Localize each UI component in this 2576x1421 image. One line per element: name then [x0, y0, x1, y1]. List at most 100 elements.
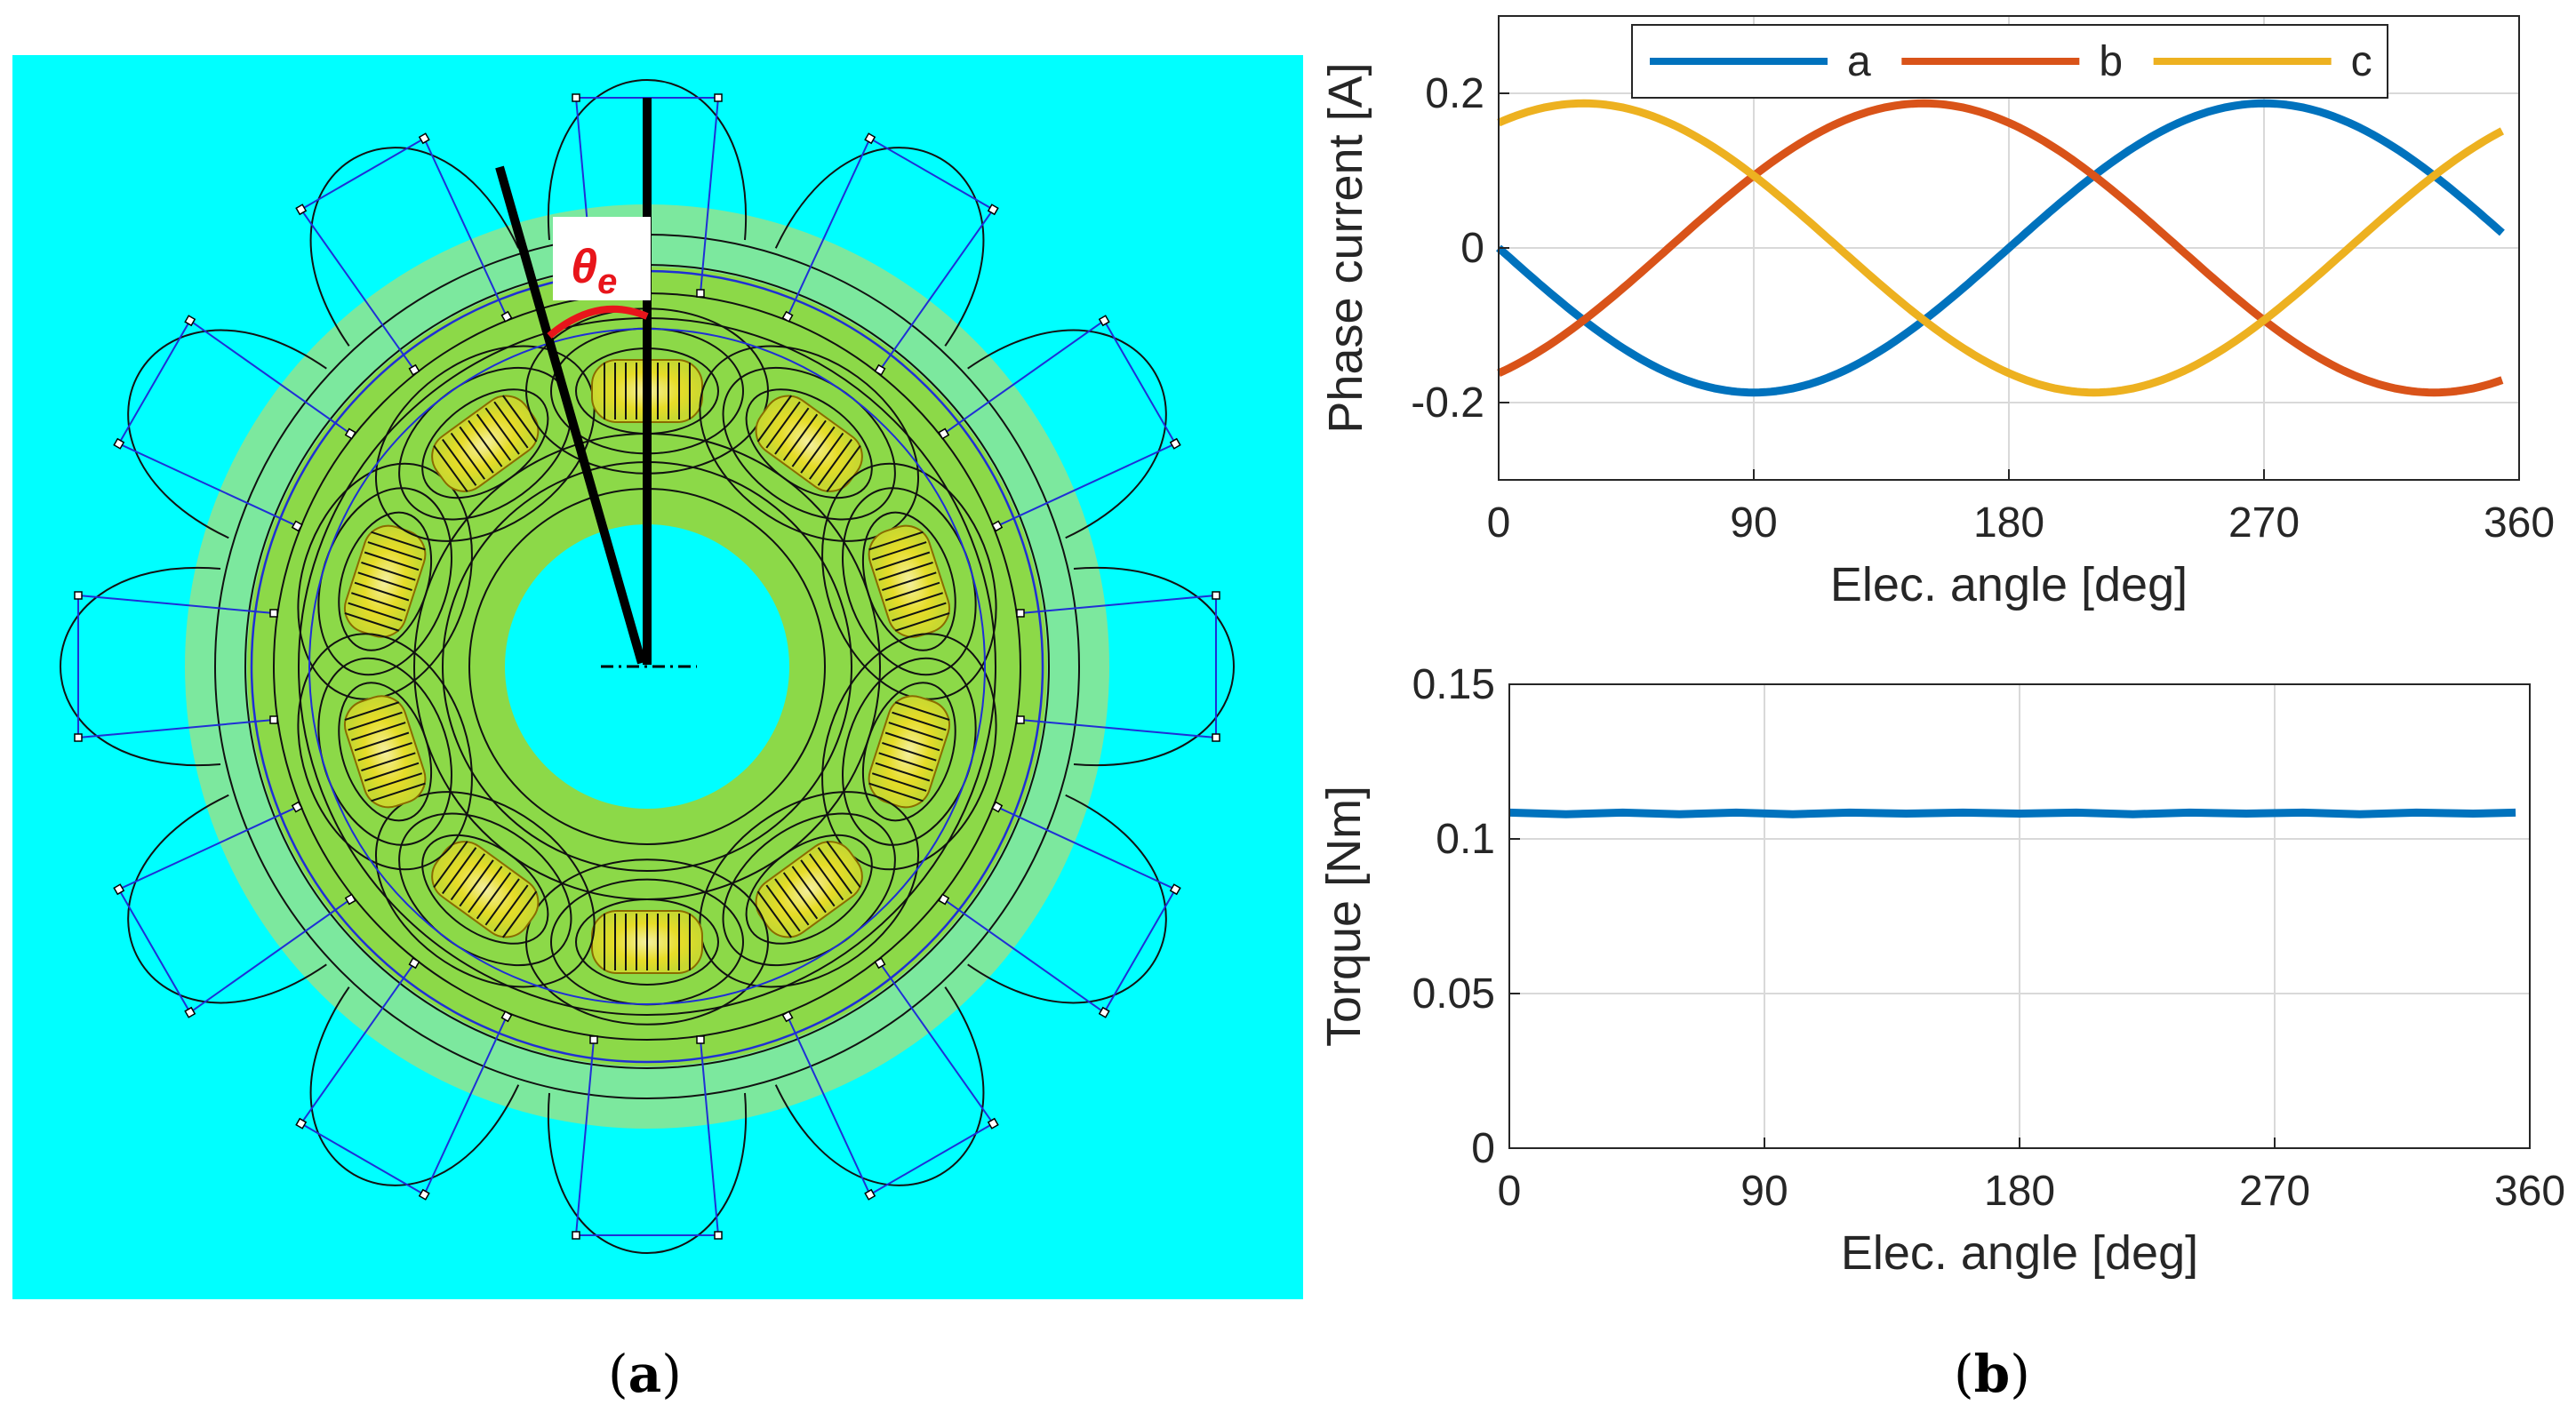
coil — [374, 791, 596, 988]
coil-flux-line — [782, 413, 819, 461]
mesh-node — [987, 1117, 999, 1130]
coil-flux-line — [791, 866, 827, 914]
mesh-node — [184, 1006, 196, 1018]
flux-lobe — [1073, 566, 1235, 767]
mesh-node — [418, 1188, 430, 1201]
coil-flux-line — [871, 772, 927, 792]
coil-flux-line — [502, 395, 538, 443]
mesh-node — [184, 315, 196, 327]
coil-flux-line — [364, 551, 420, 571]
mesh-node — [696, 289, 705, 298]
coil-flux-line — [817, 847, 852, 895]
flux-lobe — [967, 794, 1167, 1004]
coil-flux-line — [871, 541, 927, 561]
coil-flux-line — [476, 872, 512, 920]
coil-flux-line — [450, 853, 485, 901]
coil-flux-line — [442, 438, 477, 486]
mesh-node — [344, 427, 356, 440]
coil-flux-line — [361, 752, 416, 772]
mesh-node — [1016, 609, 1025, 618]
mesh-node — [500, 310, 513, 323]
coil — [297, 462, 473, 700]
mesh-node — [500, 1010, 513, 1023]
x-tick-label: 180 — [1984, 1168, 2055, 1215]
coil-flux-line — [351, 592, 406, 611]
mesh-node — [874, 957, 886, 970]
coil-flux-line — [774, 407, 810, 455]
mesh-node — [408, 957, 420, 970]
x-axis-label: Elec. angle [deg] — [1830, 558, 2188, 611]
mesh-node — [714, 1231, 723, 1240]
slot-mesh — [781, 132, 999, 376]
mesh-node — [1212, 733, 1220, 742]
slot-mesh — [295, 132, 513, 376]
coil — [374, 345, 596, 542]
coil-flux-line — [476, 413, 512, 461]
legend-label-a: a — [1847, 38, 1871, 85]
coil-flux-line — [357, 741, 412, 762]
flux-lobe — [774, 986, 985, 1186]
winding-mesh — [74, 93, 1220, 1240]
y-tick-label: -0.2 — [1411, 379, 1484, 427]
slot-mesh — [781, 957, 999, 1201]
coil-flux-line — [878, 561, 933, 581]
coil-flux-line — [348, 602, 403, 622]
mesh-line — [117, 806, 351, 1014]
coil-flux-line — [826, 841, 861, 889]
coil-flux-line — [868, 782, 924, 802]
mesh-node — [1212, 591, 1220, 600]
coil-flux-line — [357, 571, 412, 592]
mesh-node — [291, 520, 303, 532]
legend-label-c: c — [2351, 38, 2372, 85]
mesh-node — [113, 437, 125, 450]
mesh-line — [117, 319, 351, 527]
mesh-node — [938, 893, 950, 906]
mesh-node — [408, 363, 420, 376]
series-line-b — [1497, 99, 2504, 397]
slot-mesh — [938, 801, 1181, 1018]
angle-arc — [547, 305, 649, 339]
x-tick-label: 180 — [1973, 499, 2044, 547]
coil-flux-line — [433, 444, 468, 492]
x-axis-label: Elec. angle [deg] — [1841, 1226, 2198, 1280]
coil-flux-line — [809, 853, 844, 901]
coil-flux-line — [502, 890, 538, 938]
flux-lobe — [309, 986, 520, 1186]
coil-flux-line — [878, 752, 933, 772]
coil-flux-line — [344, 612, 400, 632]
mesh-node — [1098, 1006, 1110, 1018]
coil-flux-line — [809, 432, 844, 480]
mesh-node — [589, 1035, 598, 1044]
phase-current-chart: 0 90 180 270 360 -0.2 0 0.2 Elec. angle [deg] Pha… — [1319, 15, 2555, 611]
flux-lobe — [967, 329, 1167, 539]
coil-flux-line — [367, 772, 423, 792]
mesh-node — [874, 363, 886, 376]
x-tick-label: 90 — [1740, 1168, 1788, 1215]
mesh-line — [943, 806, 1177, 1014]
mesh-node — [1016, 715, 1025, 724]
angle-label: θe — [571, 240, 617, 301]
coil-flux-line — [493, 401, 529, 449]
coil-flux-line — [371, 531, 426, 551]
mesh-line — [943, 319, 1177, 527]
coil-flux-line — [442, 847, 477, 895]
coil-flux-line — [817, 438, 852, 486]
mesh-node — [113, 883, 125, 896]
coil-flux-line — [765, 401, 801, 449]
rotor-axis-line — [495, 165, 646, 665]
slot-mesh — [295, 957, 513, 1201]
mesh-node — [938, 427, 950, 440]
flux-lobe — [60, 566, 221, 767]
coil-flux-loop — [297, 633, 473, 871]
coil-flux-line — [756, 890, 792, 938]
series-line-torque — [1508, 808, 2516, 818]
flux-lobe — [547, 79, 748, 241]
coil-flux-line — [348, 711, 403, 731]
flux-lobe — [127, 794, 327, 1004]
mesh-line — [300, 137, 508, 371]
slot-mesh — [113, 801, 356, 1018]
coil-flux-line — [367, 541, 423, 561]
mesh-node — [269, 609, 278, 618]
coil-flux-line — [468, 866, 503, 914]
coil-flux-line — [354, 581, 410, 602]
